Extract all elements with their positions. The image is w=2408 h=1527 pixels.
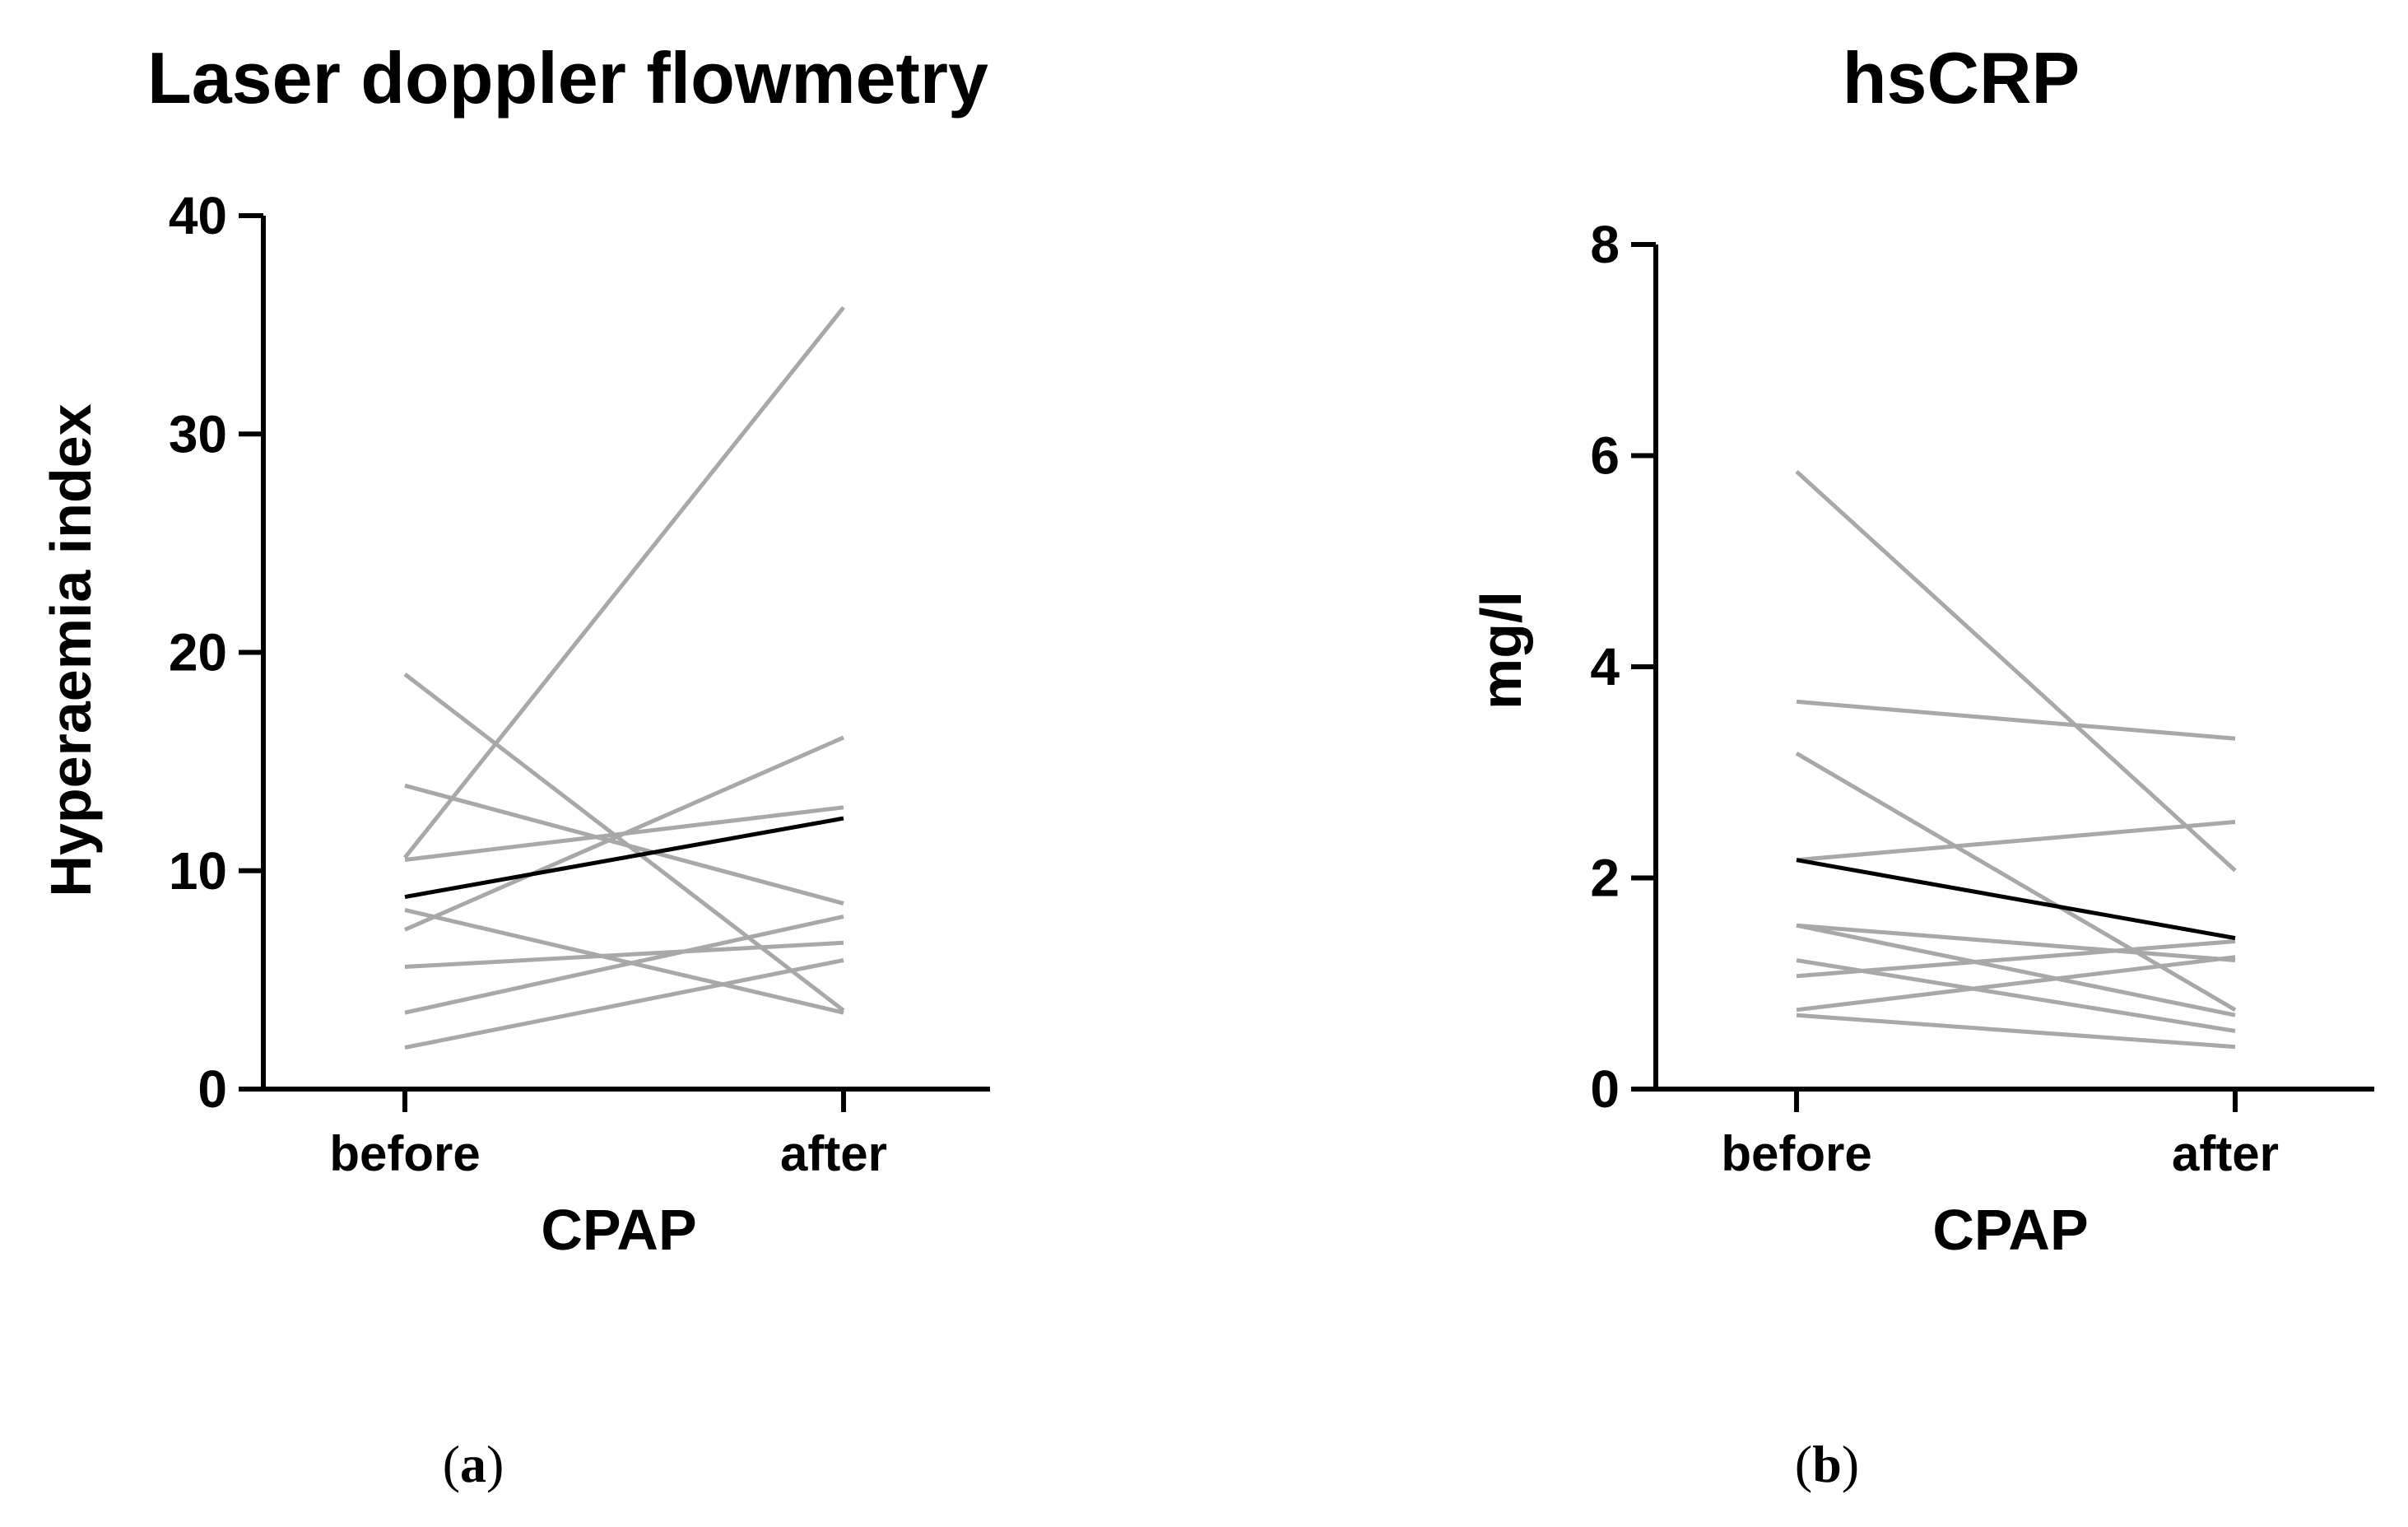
panel-a-data-lines xyxy=(403,305,845,1050)
panel-b-y-ticks: 0 2 4 6 8 xyxy=(1590,215,1656,1119)
panel-b-category-after: after xyxy=(2172,1126,2279,1181)
panel-a-y-tick-label-0: 0 xyxy=(198,1059,227,1119)
panel-a-title: Laser doppler flowmetry xyxy=(147,37,988,119)
panel-a-series-line-3 xyxy=(404,783,844,905)
panel-b-series-line-10 xyxy=(1796,1013,2236,1050)
panel-b-series-line-4 xyxy=(1796,820,2236,863)
panel-a-y-tick-label-20: 20 xyxy=(169,623,227,682)
panel-a-caption-letter: a xyxy=(460,1435,486,1493)
panel-b-hscrp: hsCRP 0 2 4 6 8 before after CPAP mg/l (b) xyxy=(1469,37,2374,1493)
panel-a-y-ticks: 0 10 20 30 40 xyxy=(169,186,263,1119)
panel-b-y-tick-label-4: 4 xyxy=(1590,637,1620,696)
panel-a-y-axis-label: Hyperaemia index xyxy=(39,403,103,896)
panel-a-caption: (a) xyxy=(443,1435,504,1493)
panel-b-series-line-9 xyxy=(1796,955,2236,1013)
panel-b-series-line-5 xyxy=(1796,923,2236,963)
panel-a-y-tick-label-10: 10 xyxy=(169,841,227,901)
panel-a-category-before: before xyxy=(329,1126,480,1181)
panel-b-y-axis-label: mg/l xyxy=(1469,591,1533,710)
panel-b-title: hsCRP xyxy=(1843,37,2080,119)
panel-b-series-line-6 xyxy=(1796,923,2236,1017)
panel-b-series-line-1 xyxy=(1795,469,2237,873)
panel-a-series-line-8 xyxy=(404,915,844,1015)
panel-a-series-line-2 xyxy=(403,673,845,1013)
panel-a-series-line-9 xyxy=(404,958,844,1050)
panel-a-laser-doppler: Laser doppler flowmetry 0 10 20 30 40 before… xyxy=(39,37,990,1493)
panel-a-category-after: after xyxy=(780,1126,887,1181)
panel-b-caption-letter: b xyxy=(1812,1435,1842,1493)
panel-b-y-tick-label-6: 6 xyxy=(1590,426,1620,486)
panel-b-y-tick-label-2: 2 xyxy=(1590,849,1620,908)
panel-b-mean-line xyxy=(1796,858,2236,941)
panel-a-series-line-6 xyxy=(404,908,844,1015)
panel-a-series-line-5 xyxy=(403,735,845,932)
panel-b-category-before: before xyxy=(1721,1126,1871,1181)
panel-a-mean-line xyxy=(404,816,844,900)
panel-a-x-axis-label: CPAP xyxy=(541,1198,696,1262)
panel-b-data-lines xyxy=(1795,469,2237,1050)
panel-b-caption: (b) xyxy=(1795,1435,1859,1493)
panel-b-series-line-8 xyxy=(1796,938,2236,979)
panel-a-y-tick-label-40: 40 xyxy=(169,186,227,245)
panel-b-y-tick-label-8: 8 xyxy=(1590,215,1620,274)
panel-a-series-line-1 xyxy=(403,305,845,859)
panel-b-y-tick-label-0: 0 xyxy=(1590,1059,1620,1119)
panel-a-series-line-7 xyxy=(404,940,844,969)
panel-b-x-axis-label: CPAP xyxy=(1932,1198,2088,1262)
panel-a-y-tick-label-30: 30 xyxy=(169,404,227,463)
panel-b-series-line-2 xyxy=(1796,699,2236,741)
